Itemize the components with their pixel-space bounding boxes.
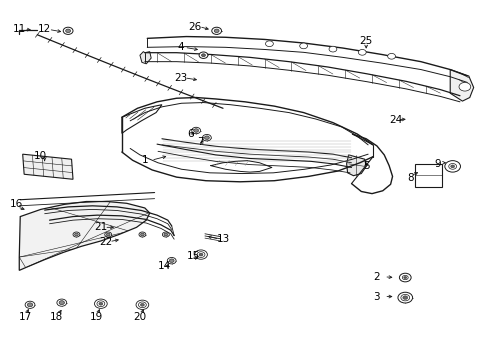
Text: 13: 13 [217, 234, 230, 244]
Text: 25: 25 [360, 36, 373, 46]
Text: 7: 7 [197, 137, 203, 147]
Text: 10: 10 [34, 150, 48, 161]
Circle shape [106, 233, 110, 236]
Circle shape [139, 302, 147, 308]
Circle shape [192, 127, 200, 134]
Text: 22: 22 [99, 237, 112, 247]
Circle shape [99, 302, 103, 305]
Circle shape [202, 134, 211, 141]
Circle shape [451, 165, 455, 168]
Text: 14: 14 [158, 261, 171, 271]
Text: 11: 11 [13, 24, 26, 35]
Text: 16: 16 [10, 199, 23, 210]
Circle shape [266, 41, 273, 46]
Text: 3: 3 [373, 292, 380, 302]
Circle shape [162, 232, 169, 237]
Circle shape [212, 27, 221, 35]
Circle shape [141, 303, 145, 306]
Circle shape [204, 136, 209, 139]
Text: 24: 24 [389, 115, 402, 125]
Circle shape [404, 276, 407, 279]
Circle shape [358, 49, 366, 55]
Circle shape [97, 301, 105, 307]
Text: 23: 23 [174, 73, 187, 83]
Polygon shape [140, 51, 151, 64]
Polygon shape [450, 69, 474, 101]
Circle shape [398, 292, 413, 303]
Circle shape [167, 257, 176, 264]
Circle shape [139, 232, 146, 237]
Text: 21: 21 [94, 222, 107, 232]
Circle shape [445, 161, 461, 172]
Circle shape [73, 232, 80, 237]
Circle shape [388, 53, 395, 59]
Text: 9: 9 [435, 159, 441, 169]
Text: 8: 8 [407, 173, 414, 183]
Circle shape [66, 29, 71, 33]
Circle shape [197, 252, 205, 257]
Circle shape [199, 253, 203, 256]
Text: 1: 1 [142, 155, 148, 165]
Circle shape [194, 129, 198, 132]
Circle shape [329, 46, 337, 52]
Text: 19: 19 [89, 312, 102, 322]
Circle shape [300, 43, 308, 49]
Polygon shape [346, 155, 366, 176]
Text: 20: 20 [133, 312, 147, 322]
Circle shape [25, 301, 35, 309]
Circle shape [141, 233, 144, 236]
Text: 2: 2 [373, 272, 380, 282]
Circle shape [402, 275, 408, 280]
Circle shape [136, 300, 149, 310]
Text: 6: 6 [187, 130, 194, 139]
Circle shape [201, 54, 205, 57]
Circle shape [164, 233, 168, 236]
Circle shape [214, 29, 219, 33]
Text: 15: 15 [187, 251, 200, 261]
Circle shape [57, 299, 67, 306]
Text: 26: 26 [189, 22, 202, 32]
Circle shape [169, 259, 174, 262]
Circle shape [399, 273, 411, 282]
Circle shape [449, 163, 457, 169]
Polygon shape [122, 105, 162, 134]
Polygon shape [19, 202, 150, 270]
Circle shape [105, 232, 112, 237]
Circle shape [74, 233, 78, 236]
Polygon shape [23, 154, 73, 179]
Circle shape [401, 294, 410, 301]
Circle shape [459, 82, 471, 91]
Text: 4: 4 [177, 42, 184, 52]
Circle shape [95, 299, 107, 309]
Circle shape [199, 52, 208, 58]
Text: 12: 12 [38, 24, 51, 35]
Text: 5: 5 [363, 161, 369, 171]
Text: 18: 18 [50, 312, 64, 322]
Circle shape [27, 303, 33, 307]
Circle shape [403, 296, 408, 300]
Circle shape [195, 250, 207, 259]
Bar [415, 164, 442, 187]
Text: 17: 17 [19, 312, 32, 322]
Circle shape [63, 27, 73, 35]
Circle shape [59, 301, 65, 305]
